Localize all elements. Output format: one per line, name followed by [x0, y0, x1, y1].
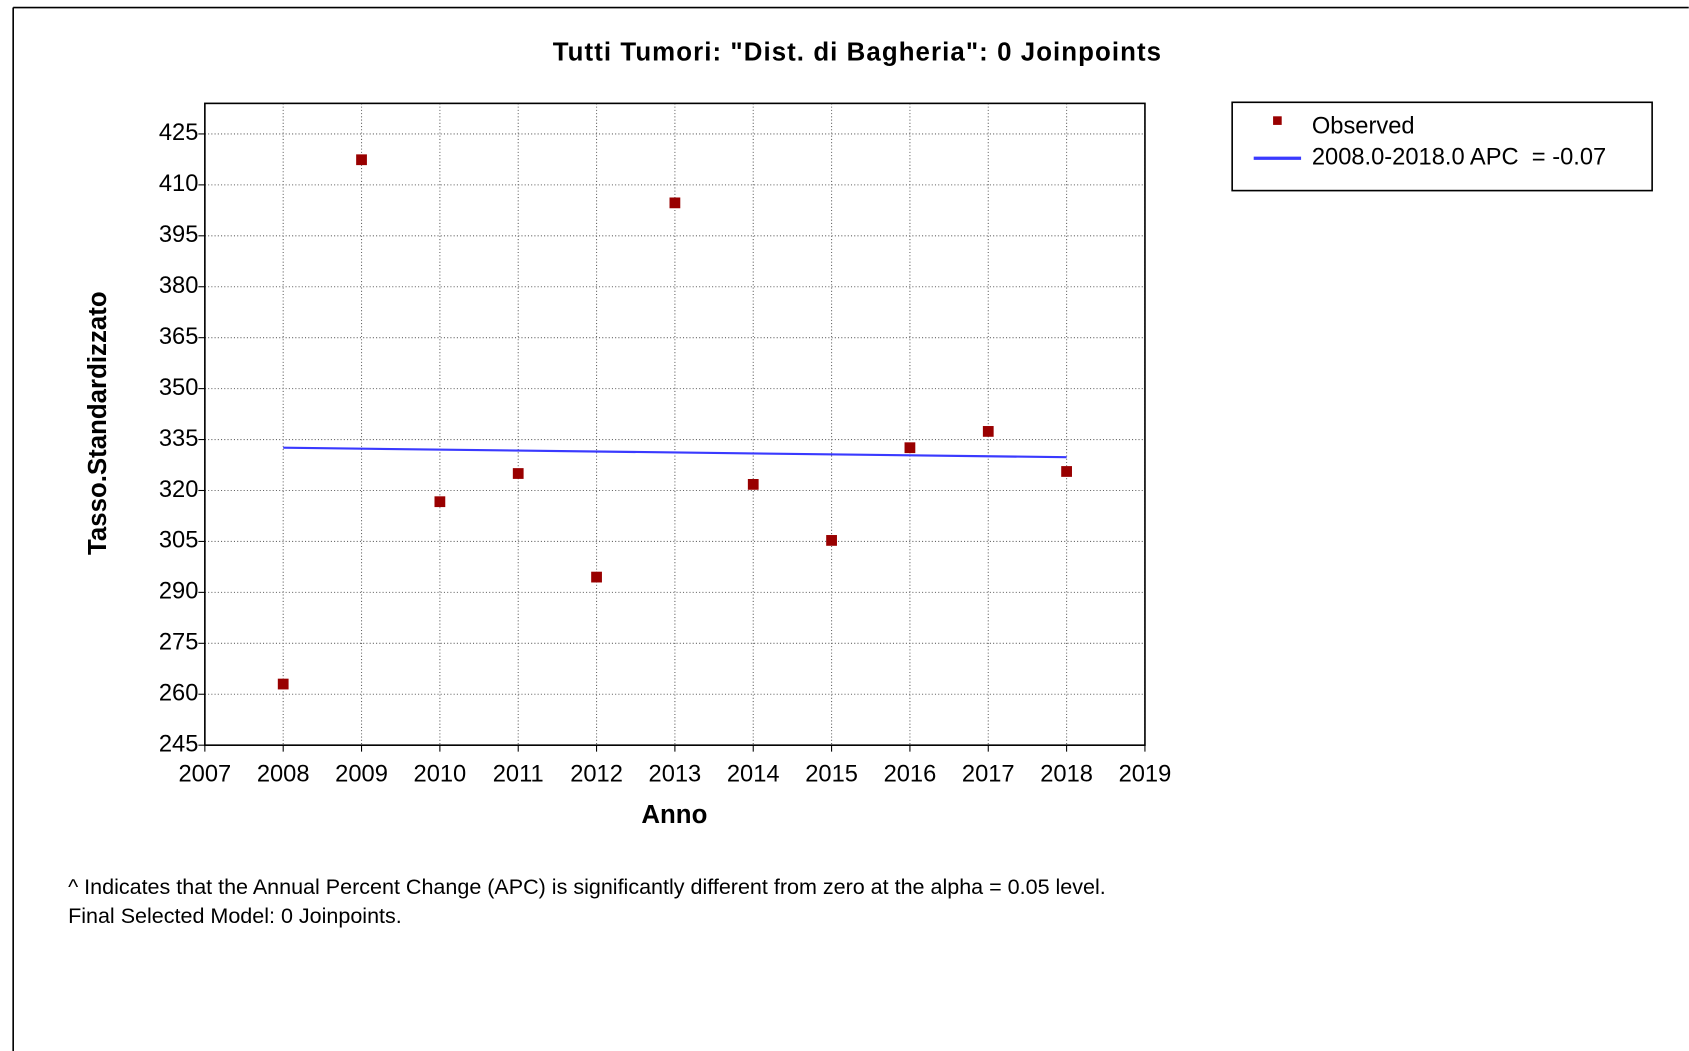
legend-box — [1231, 101, 1653, 192]
y-tick-label: 305 — [159, 528, 199, 554]
marker — [904, 442, 916, 454]
marker — [356, 154, 367, 166]
marker — [277, 678, 289, 690]
x-tick-label: 2016 — [884, 762, 937, 788]
plot-border — [204, 102, 1146, 746]
marker — [826, 535, 837, 546]
x-tick-label: 2011 — [493, 762, 544, 788]
y-tick-label: 335 — [159, 426, 199, 452]
marker — [982, 426, 994, 437]
x-tick-label: 2015 — [805, 762, 858, 788]
x-axis-label: Anno — [641, 801, 707, 829]
y-tick-label: 260 — [159, 681, 199, 707]
y-tick-label: 275 — [159, 630, 199, 656]
y-tick-label: 410 — [159, 171, 199, 197]
x-tick-label: 2010 — [414, 762, 467, 788]
footnote: Final Selected Model: 0 Joinpoints. — [68, 904, 402, 928]
footnote: ^ Indicates that the Annual Percent Chan… — [68, 875, 1106, 899]
x-tick-label: 2009 — [335, 762, 388, 788]
y-tick-label: 350 — [159, 375, 199, 401]
y-axis-label: Tasso.Standardizzato — [84, 291, 112, 555]
y-tick-label: 365 — [159, 324, 199, 350]
x-tick-label: 2007 — [179, 762, 232, 788]
legend-marker — [1273, 116, 1282, 125]
x-tick-label: 2018 — [1040, 762, 1093, 788]
x-tick-label: 2012 — [570, 762, 623, 788]
y-tick-label: 290 — [159, 579, 199, 605]
chart-title: Tutti Tumori: "Dist. di Bagheria": 0 Joi… — [553, 39, 1162, 67]
y-tick-label: 380 — [159, 273, 199, 299]
legend-label: 2008.0-2018.0 APC = -0.07 — [1312, 145, 1606, 171]
legend-label: Observed — [1312, 113, 1415, 139]
x-tick-label: 2008 — [257, 762, 310, 788]
marker — [1061, 466, 1072, 477]
marker — [512, 468, 524, 479]
x-tick-label: 2013 — [649, 762, 702, 788]
marker — [434, 496, 446, 508]
x-tick-label: 2017 — [962, 762, 1015, 788]
marker — [669, 197, 681, 209]
marker — [591, 571, 602, 583]
y-tick-label: 245 — [159, 731, 199, 757]
fit-line — [283, 446, 1067, 459]
x-tick-label: 2019 — [1119, 762, 1172, 788]
y-tick-label: 320 — [159, 477, 199, 503]
y-tick-label: 425 — [159, 120, 199, 146]
marker — [747, 478, 759, 490]
x-tick-label: 2014 — [727, 762, 780, 788]
y-tick-label: 395 — [159, 222, 199, 248]
